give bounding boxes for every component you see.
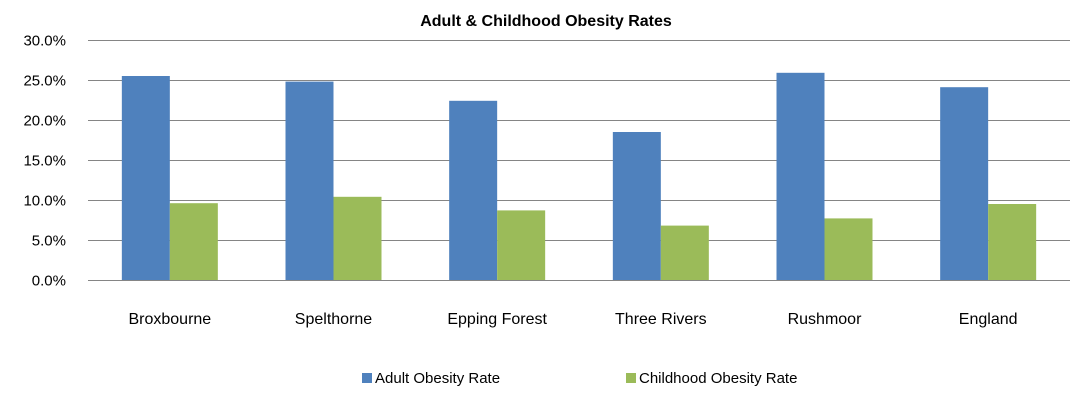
x-category-label: Three Rivers bbox=[615, 311, 707, 328]
bar-childhood-three-rivers bbox=[660, 225, 709, 280]
y-tick-label: 30.0% bbox=[23, 33, 66, 50]
x-axis-category-labels: Broxbourne Spelthorne Epping Forest Three R… bbox=[128, 311, 1017, 328]
bar-adult-broxbourne bbox=[121, 76, 170, 280]
y-tick-label: 25.0% bbox=[23, 73, 66, 90]
bar-adult-spelthorne bbox=[285, 81, 334, 280]
x-category-label: Broxbourne bbox=[128, 311, 211, 328]
x-category-label: Spelthorne bbox=[295, 311, 372, 328]
x-category-label: England bbox=[959, 311, 1018, 328]
y-tick-label: 20.0% bbox=[23, 113, 66, 130]
y-tick-label: 0.0% bbox=[32, 273, 66, 290]
y-tick-label: 10.0% bbox=[23, 193, 66, 210]
bar-childhood-epping-forest bbox=[497, 210, 546, 280]
y-axis-tick-labels: 0.0% 5.0% 10.0% 15.0% 20.0% 25.0% 30.0% bbox=[23, 33, 66, 290]
bar-childhood-england bbox=[988, 204, 1037, 280]
x-category-label: Rushmoor bbox=[788, 311, 862, 328]
bar-adult-england bbox=[940, 87, 989, 280]
x-category-label: Epping Forest bbox=[447, 311, 547, 328]
gridlines bbox=[88, 40, 1070, 281]
bar-childhood-rushmoor bbox=[824, 218, 873, 280]
legend: Adult Obesity Rate Childhood Obesity Rate bbox=[362, 370, 797, 387]
legend-swatch bbox=[362, 373, 372, 383]
chart-title: Adult & Childhood Obesity Rates bbox=[420, 13, 672, 30]
y-tick-label: 15.0% bbox=[23, 153, 66, 170]
bar-adult-epping-forest bbox=[449, 100, 498, 280]
bars bbox=[121, 72, 1037, 280]
legend-swatch bbox=[626, 373, 636, 383]
legend-label: Adult Obesity Rate bbox=[375, 370, 500, 387]
bar-adult-rushmoor bbox=[776, 72, 825, 280]
legend-label: Childhood Obesity Rate bbox=[639, 370, 797, 387]
y-tick-label: 5.0% bbox=[32, 233, 66, 250]
bar-childhood-spelthorne bbox=[333, 196, 382, 280]
bar-childhood-broxbourne bbox=[169, 203, 218, 280]
bar-adult-three-rivers bbox=[612, 132, 661, 280]
